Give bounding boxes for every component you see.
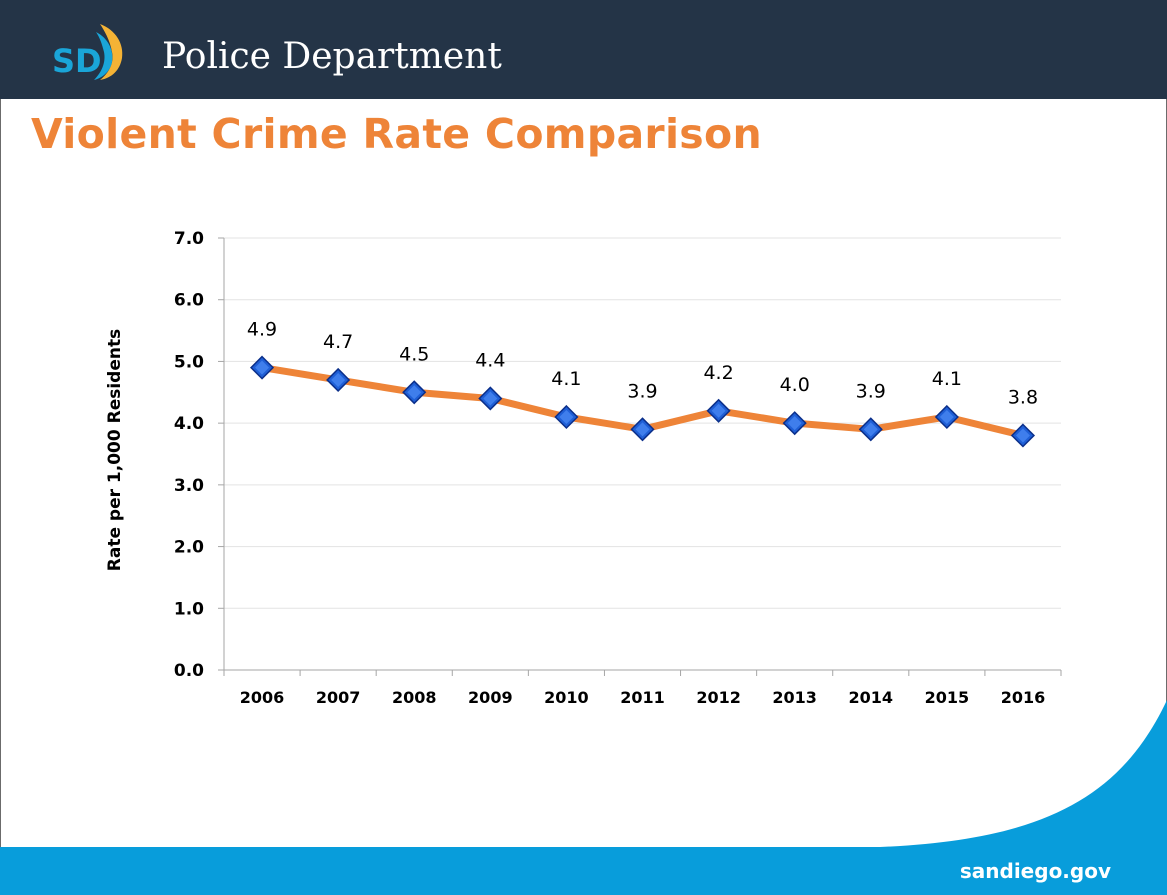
- header-bar: [0, 0, 1167, 99]
- x-tick-label: 2013: [772, 688, 817, 707]
- data-point-highlight: [635, 422, 650, 437]
- data-point-highlight: [255, 360, 270, 375]
- data-point-highlight: [939, 409, 954, 424]
- data-point-highlight: [787, 416, 802, 431]
- y-tick-label: 1.0: [174, 599, 204, 619]
- sd-logo-icon: SD: [52, 24, 123, 80]
- data-label: 3.9: [856, 380, 886, 402]
- line-chart: 0.01.02.03.04.05.06.07.0 2006 2007 2008 200…: [105, 229, 1062, 707]
- data-label: 4.0: [780, 374, 810, 396]
- data-label: 4.4: [475, 349, 505, 371]
- y-tick-label: 3.0: [174, 476, 204, 496]
- decorative-wave: [880, 700, 1167, 847]
- y-tick-label: 4.0: [174, 414, 204, 434]
- x-tick-label: 2015: [925, 688, 970, 707]
- y-tick-labels: 0.0 1.0 2.0 3.0 4.0 5.0 6.0 7.0: [174, 229, 204, 681]
- x-tick-label: 2012: [696, 688, 741, 707]
- data-label: 4.5: [399, 343, 429, 365]
- footer-url[interactable]: sandiego.gov: [959, 859, 1111, 883]
- y-axis-label: Rate per 1,000 Residents: [105, 329, 125, 571]
- data-point-highlight: [407, 385, 422, 400]
- x-tick-label: 2014: [849, 688, 894, 707]
- data-label: 4.1: [932, 368, 962, 390]
- y-tick-label: 2.0: [174, 538, 204, 558]
- y-tick-label: 5.0: [174, 352, 204, 372]
- logo-text: SD: [52, 42, 102, 80]
- x-tick-label: 2009: [468, 688, 513, 707]
- slide-title: Violent Crime Rate Comparison: [31, 110, 762, 158]
- footer-bar: [0, 847, 1167, 895]
- y-tick-label: 0.0: [174, 661, 204, 681]
- data-label: 3.9: [627, 380, 657, 402]
- y-tick-label: 6.0: [174, 291, 204, 311]
- department-title: Police Department: [162, 36, 502, 77]
- data-point-highlight: [331, 372, 346, 387]
- data-label: 4.2: [703, 362, 733, 384]
- x-tick-label: 2007: [316, 688, 361, 707]
- data-point-highlight: [711, 403, 726, 418]
- x-tick-labels: 2006 2007 2008 2009 2010 2011 2012 2013 2014 2015…: [240, 688, 1045, 707]
- x-tick-label: 2011: [620, 688, 665, 707]
- data-point-highlight: [863, 422, 878, 437]
- grid-lines: [218, 237, 1062, 676]
- chart-axes: [223, 238, 1061, 671]
- data-label: 4.7: [323, 331, 353, 353]
- x-tick-label: 2016: [1001, 688, 1046, 707]
- x-tick-label: 2008: [392, 688, 437, 707]
- x-tick-label: 2010: [544, 688, 589, 707]
- y-tick-label: 7.0: [174, 229, 204, 249]
- x-tick-label: 2006: [240, 688, 285, 707]
- data-point-highlight: [483, 391, 498, 406]
- data-point-highlight: [559, 409, 574, 424]
- series-violent-crime-rate: 4.9 4.7 4.5 4.4 4.1 3.9 4.2 4.0 3.9 4.1 3.8: [247, 319, 1038, 448]
- data-label: 4.1: [551, 368, 581, 390]
- data-point-highlight: [1015, 428, 1030, 443]
- data-label: 4.9: [247, 319, 277, 341]
- data-label: 3.8: [1008, 386, 1038, 408]
